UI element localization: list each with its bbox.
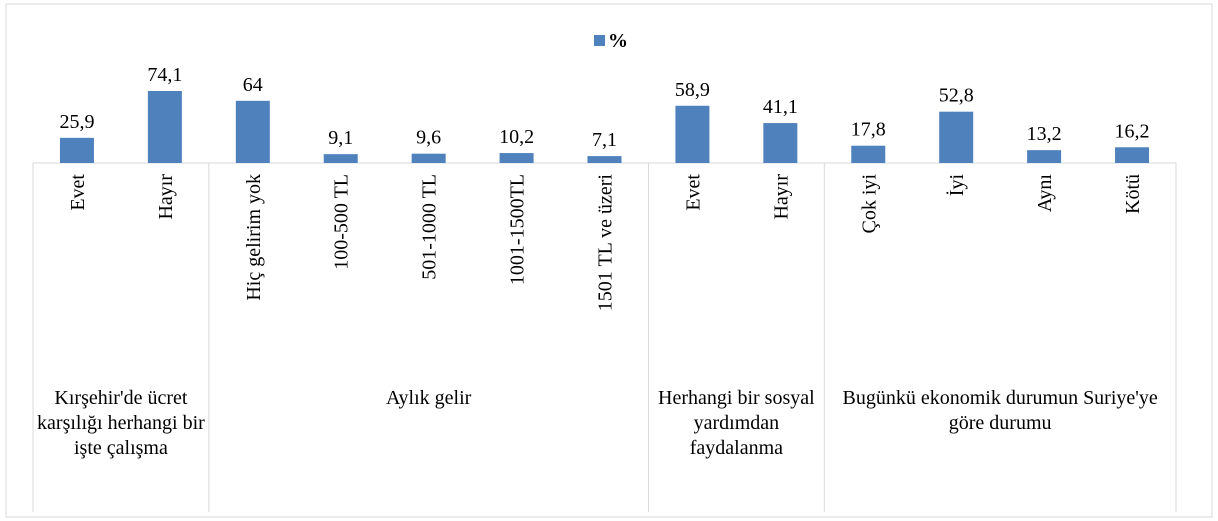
value-label: 41,1 [763, 96, 798, 118]
category-label: Kötü [1122, 174, 1144, 214]
category-label: İyi [945, 174, 968, 197]
category-label: Evet [682, 174, 704, 211]
value-label: 16,2 [1115, 120, 1150, 142]
value-label: 17,8 [851, 119, 886, 141]
bar [411, 153, 446, 163]
value-label: 9,1 [328, 127, 353, 149]
value-label: 58,9 [675, 79, 710, 101]
category-label: 1501 TL ve üzeri [595, 174, 617, 312]
value-label: 13,2 [1027, 123, 1062, 145]
bar [235, 100, 270, 163]
group-label: Kırşehir'de ücret karşılığı herhangi bir… [37, 387, 205, 459]
bar [323, 154, 358, 163]
category-label: Hayır [770, 174, 792, 220]
bar [499, 153, 534, 163]
bar [851, 145, 886, 163]
value-label: 7,1 [592, 129, 617, 151]
category-label: 1001-1500TL [507, 174, 529, 285]
category-label: Aynı [1034, 174, 1056, 213]
value-label: 25,9 [59, 111, 94, 133]
bar [59, 137, 94, 163]
bar [587, 156, 622, 163]
chart-frame [5, 3, 1213, 518]
category-label: Hiç gelirim yok [243, 174, 265, 301]
bar [147, 91, 182, 163]
bar [1115, 147, 1150, 163]
legend-label: % [608, 30, 628, 52]
legend-swatch [594, 35, 605, 46]
category-label: Hayır [155, 174, 177, 220]
value-label: 10,2 [499, 126, 534, 148]
group-label: Aylık gelir [385, 387, 472, 409]
category-label: Evet [67, 174, 89, 211]
value-label: 9,6 [416, 127, 441, 149]
value-label: 74,1 [147, 64, 182, 86]
bar [939, 111, 974, 163]
category-label: Çok iyi [858, 174, 880, 234]
bar [675, 105, 710, 163]
group-label: Bugünkü ekonomik durumun Suriye'ye göre … [842, 387, 1158, 434]
value-label: 52,8 [939, 85, 974, 107]
category-label: 100-500 TL [331, 174, 353, 270]
group-label: Herhangi bir sosyal yardımdan faydalanma [658, 387, 815, 459]
bar [1027, 150, 1062, 163]
category-label: 501-1000 TL [419, 174, 441, 280]
bar [763, 123, 798, 163]
value-label: 64 [243, 74, 263, 96]
